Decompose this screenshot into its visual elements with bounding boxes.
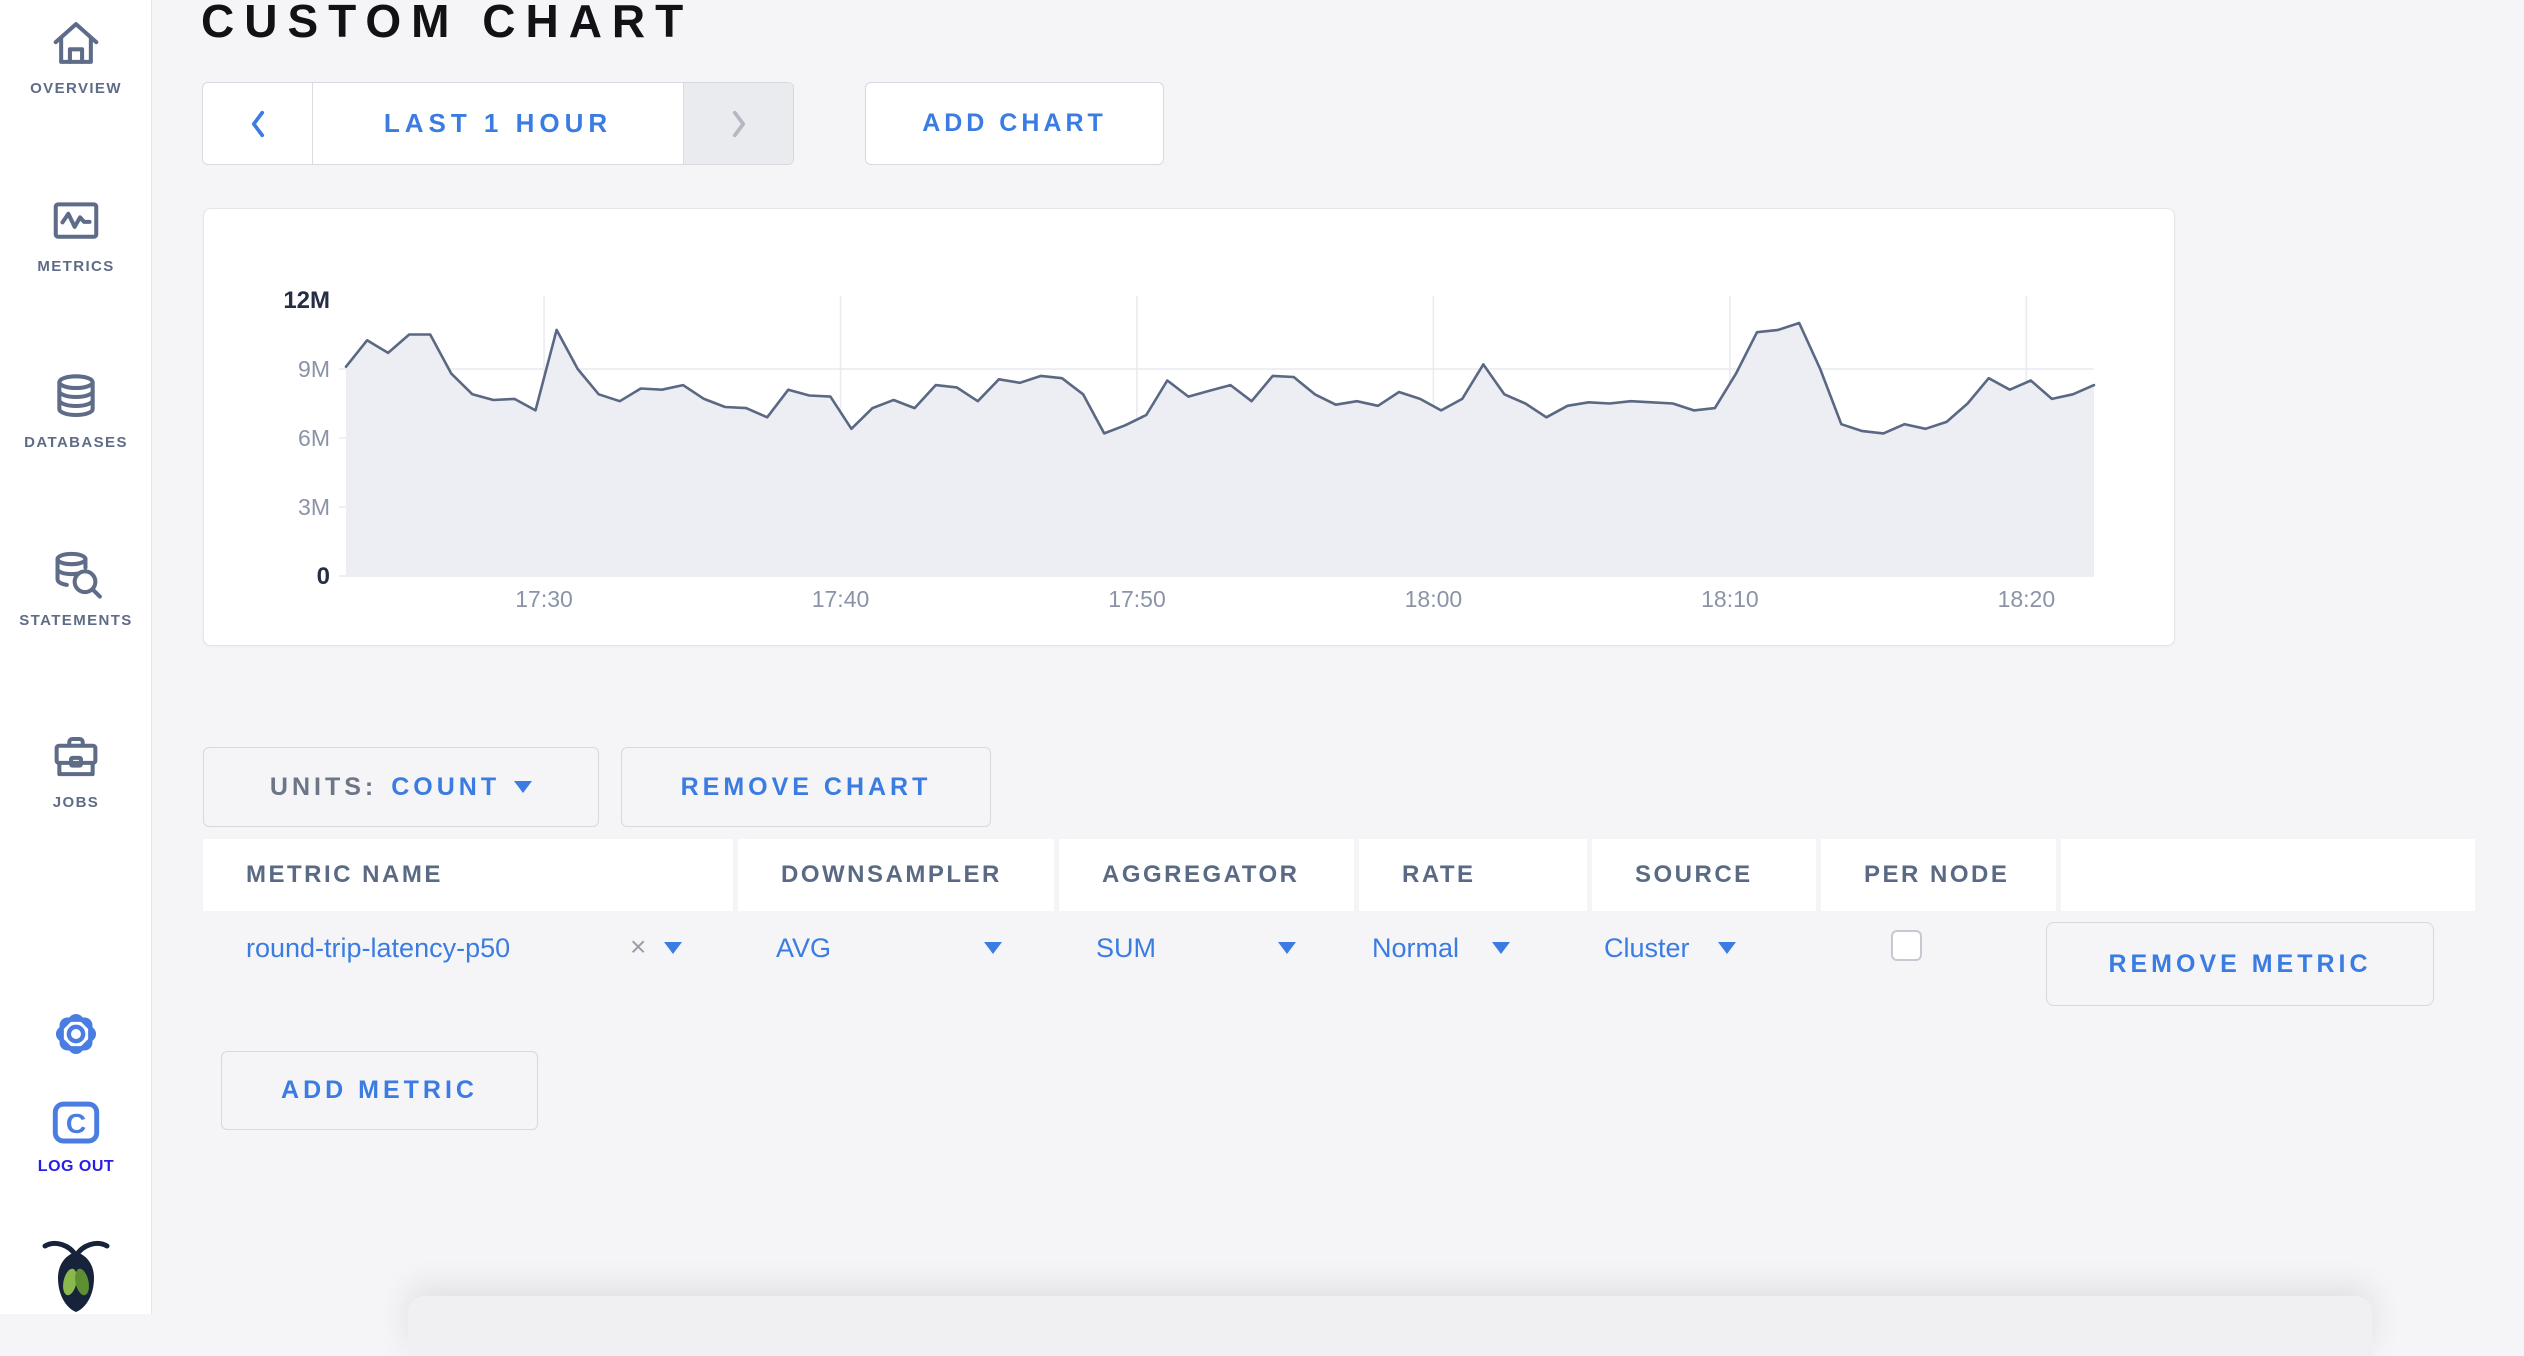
units-value: COUNT: [391, 772, 501, 801]
main-content: CUSTOM CHART LAST 1 HOUR ADD CHART 17:30…: [152, 0, 2524, 1314]
sidebar-label-statements: STATEMENTS: [19, 612, 133, 629]
time-range-button[interactable]: LAST 1 HOUR: [313, 83, 683, 164]
units-dropdown[interactable]: UNITS: COUNT: [203, 747, 599, 827]
sidebar-item-logout[interactable]: C LOG OUT: [0, 1096, 152, 1176]
jobs-icon: [54, 736, 98, 777]
sidebar-item-jobs[interactable]: JOBS: [0, 730, 152, 811]
svg-text:18:10: 18:10: [1701, 586, 1759, 612]
per-node-checkbox[interactable]: [1891, 930, 1922, 961]
sidebar-item-statements[interactable]: STATEMENTS: [0, 548, 152, 629]
chevron-down-icon: [514, 781, 533, 793]
home-icon: [53, 22, 99, 64]
prev-range-button[interactable]: [203, 83, 313, 164]
column-header-source: SOURCE: [1592, 839, 1816, 911]
sidebar-item-metrics[interactable]: METRICS: [0, 194, 152, 275]
svg-text:C: C: [66, 1108, 86, 1139]
column-header-rate: RATE: [1359, 839, 1587, 911]
source-select[interactable]: Cluster: [1604, 933, 1690, 963]
custom-chart: 17:30 17:40 17:50 18:00 18:10 18:20 0 3M 6M 9M 12M: [283, 287, 2096, 612]
metric-name-dropdown-icon[interactable]: [664, 942, 682, 954]
svg-text:17:50: 17:50: [1108, 586, 1166, 612]
database-icon: [57, 374, 95, 418]
time-range-selector: LAST 1 HOUR: [202, 82, 794, 165]
sidebar-label-jobs: JOBS: [52, 794, 100, 811]
sidebar-label-overview: OVERVIEW: [30, 80, 122, 97]
page-title: CUSTOM CHART: [201, 0, 694, 47]
column-header-aggregator: AGGREGATOR: [1059, 839, 1354, 911]
aggregator-dropdown-icon[interactable]: [1278, 942, 1296, 954]
bottom-sheet-shadow: [408, 1296, 2372, 1356]
sidebar: OVERVIEW METRICS DATABASES: [0, 0, 152, 1314]
metric-name-value[interactable]: round-trip-latency-p50: [246, 933, 511, 963]
add-chart-button[interactable]: ADD CHART: [865, 82, 1164, 165]
sidebar-item-overview[interactable]: OVERVIEW: [0, 16, 152, 97]
next-range-button[interactable]: [683, 83, 793, 164]
cockroachdb-bug-icon: [42, 1240, 110, 1312]
svg-text:18:20: 18:20: [1998, 586, 2056, 612]
remove-metric-button[interactable]: REMOVE METRIC: [2046, 922, 2434, 1006]
chevron-right-icon: [732, 110, 745, 137]
logout-label: LOG OUT: [37, 1158, 115, 1175]
units-label: UNITS:: [269, 772, 378, 801]
svg-text:0: 0: [317, 563, 330, 590]
svg-text:17:30: 17:30: [515, 586, 573, 612]
svg-text:12M: 12M: [283, 287, 330, 314]
sidebar-item-databases[interactable]: DATABASES: [0, 370, 152, 451]
statements-icon: [55, 551, 102, 599]
svg-text:6M: 6M: [298, 425, 330, 451]
column-header-metric-name: METRIC NAME: [203, 839, 733, 911]
rate-select[interactable]: Normal: [1372, 933, 1460, 963]
source-dropdown-icon[interactable]: [1718, 942, 1736, 954]
svg-text:9M: 9M: [298, 356, 330, 382]
remove-chart-button[interactable]: REMOVE CHART: [621, 747, 991, 827]
svg-text:18:00: 18:00: [1405, 586, 1463, 612]
chevron-left-icon: [251, 110, 264, 137]
column-header-actions: [2061, 839, 2475, 911]
aggregator-select[interactable]: SUM: [1096, 933, 1156, 963]
cockroach-c-icon: C: [52, 1101, 100, 1144]
sidebar-label-metrics: METRICS: [37, 258, 115, 275]
rate-dropdown-icon[interactable]: [1492, 942, 1510, 954]
column-header-per-node: PER NODE: [1821, 839, 2056, 911]
clear-metric-icon[interactable]: ×: [630, 931, 647, 962]
downsampler-select[interactable]: AVG: [776, 933, 832, 963]
chart-card: 17:30 17:40 17:50 18:00 18:10 18:20 0 3M 6M 9M 12M: [203, 208, 2175, 646]
sidebar-label-databases: DATABASES: [24, 434, 128, 451]
sidebar-logo: [0, 1232, 152, 1314]
add-metric-button[interactable]: ADD METRIC: [221, 1051, 538, 1130]
metrics-icon: [53, 202, 99, 239]
svg-text:17:40: 17:40: [812, 586, 870, 612]
gear-icon: [55, 1013, 97, 1055]
sidebar-item-settings[interactable]: [0, 1008, 152, 1060]
svg-text:3M: 3M: [298, 494, 330, 520]
column-header-downsampler: DOWNSAMPLER: [738, 839, 1054, 911]
downsampler-dropdown-icon[interactable]: [984, 942, 1002, 954]
